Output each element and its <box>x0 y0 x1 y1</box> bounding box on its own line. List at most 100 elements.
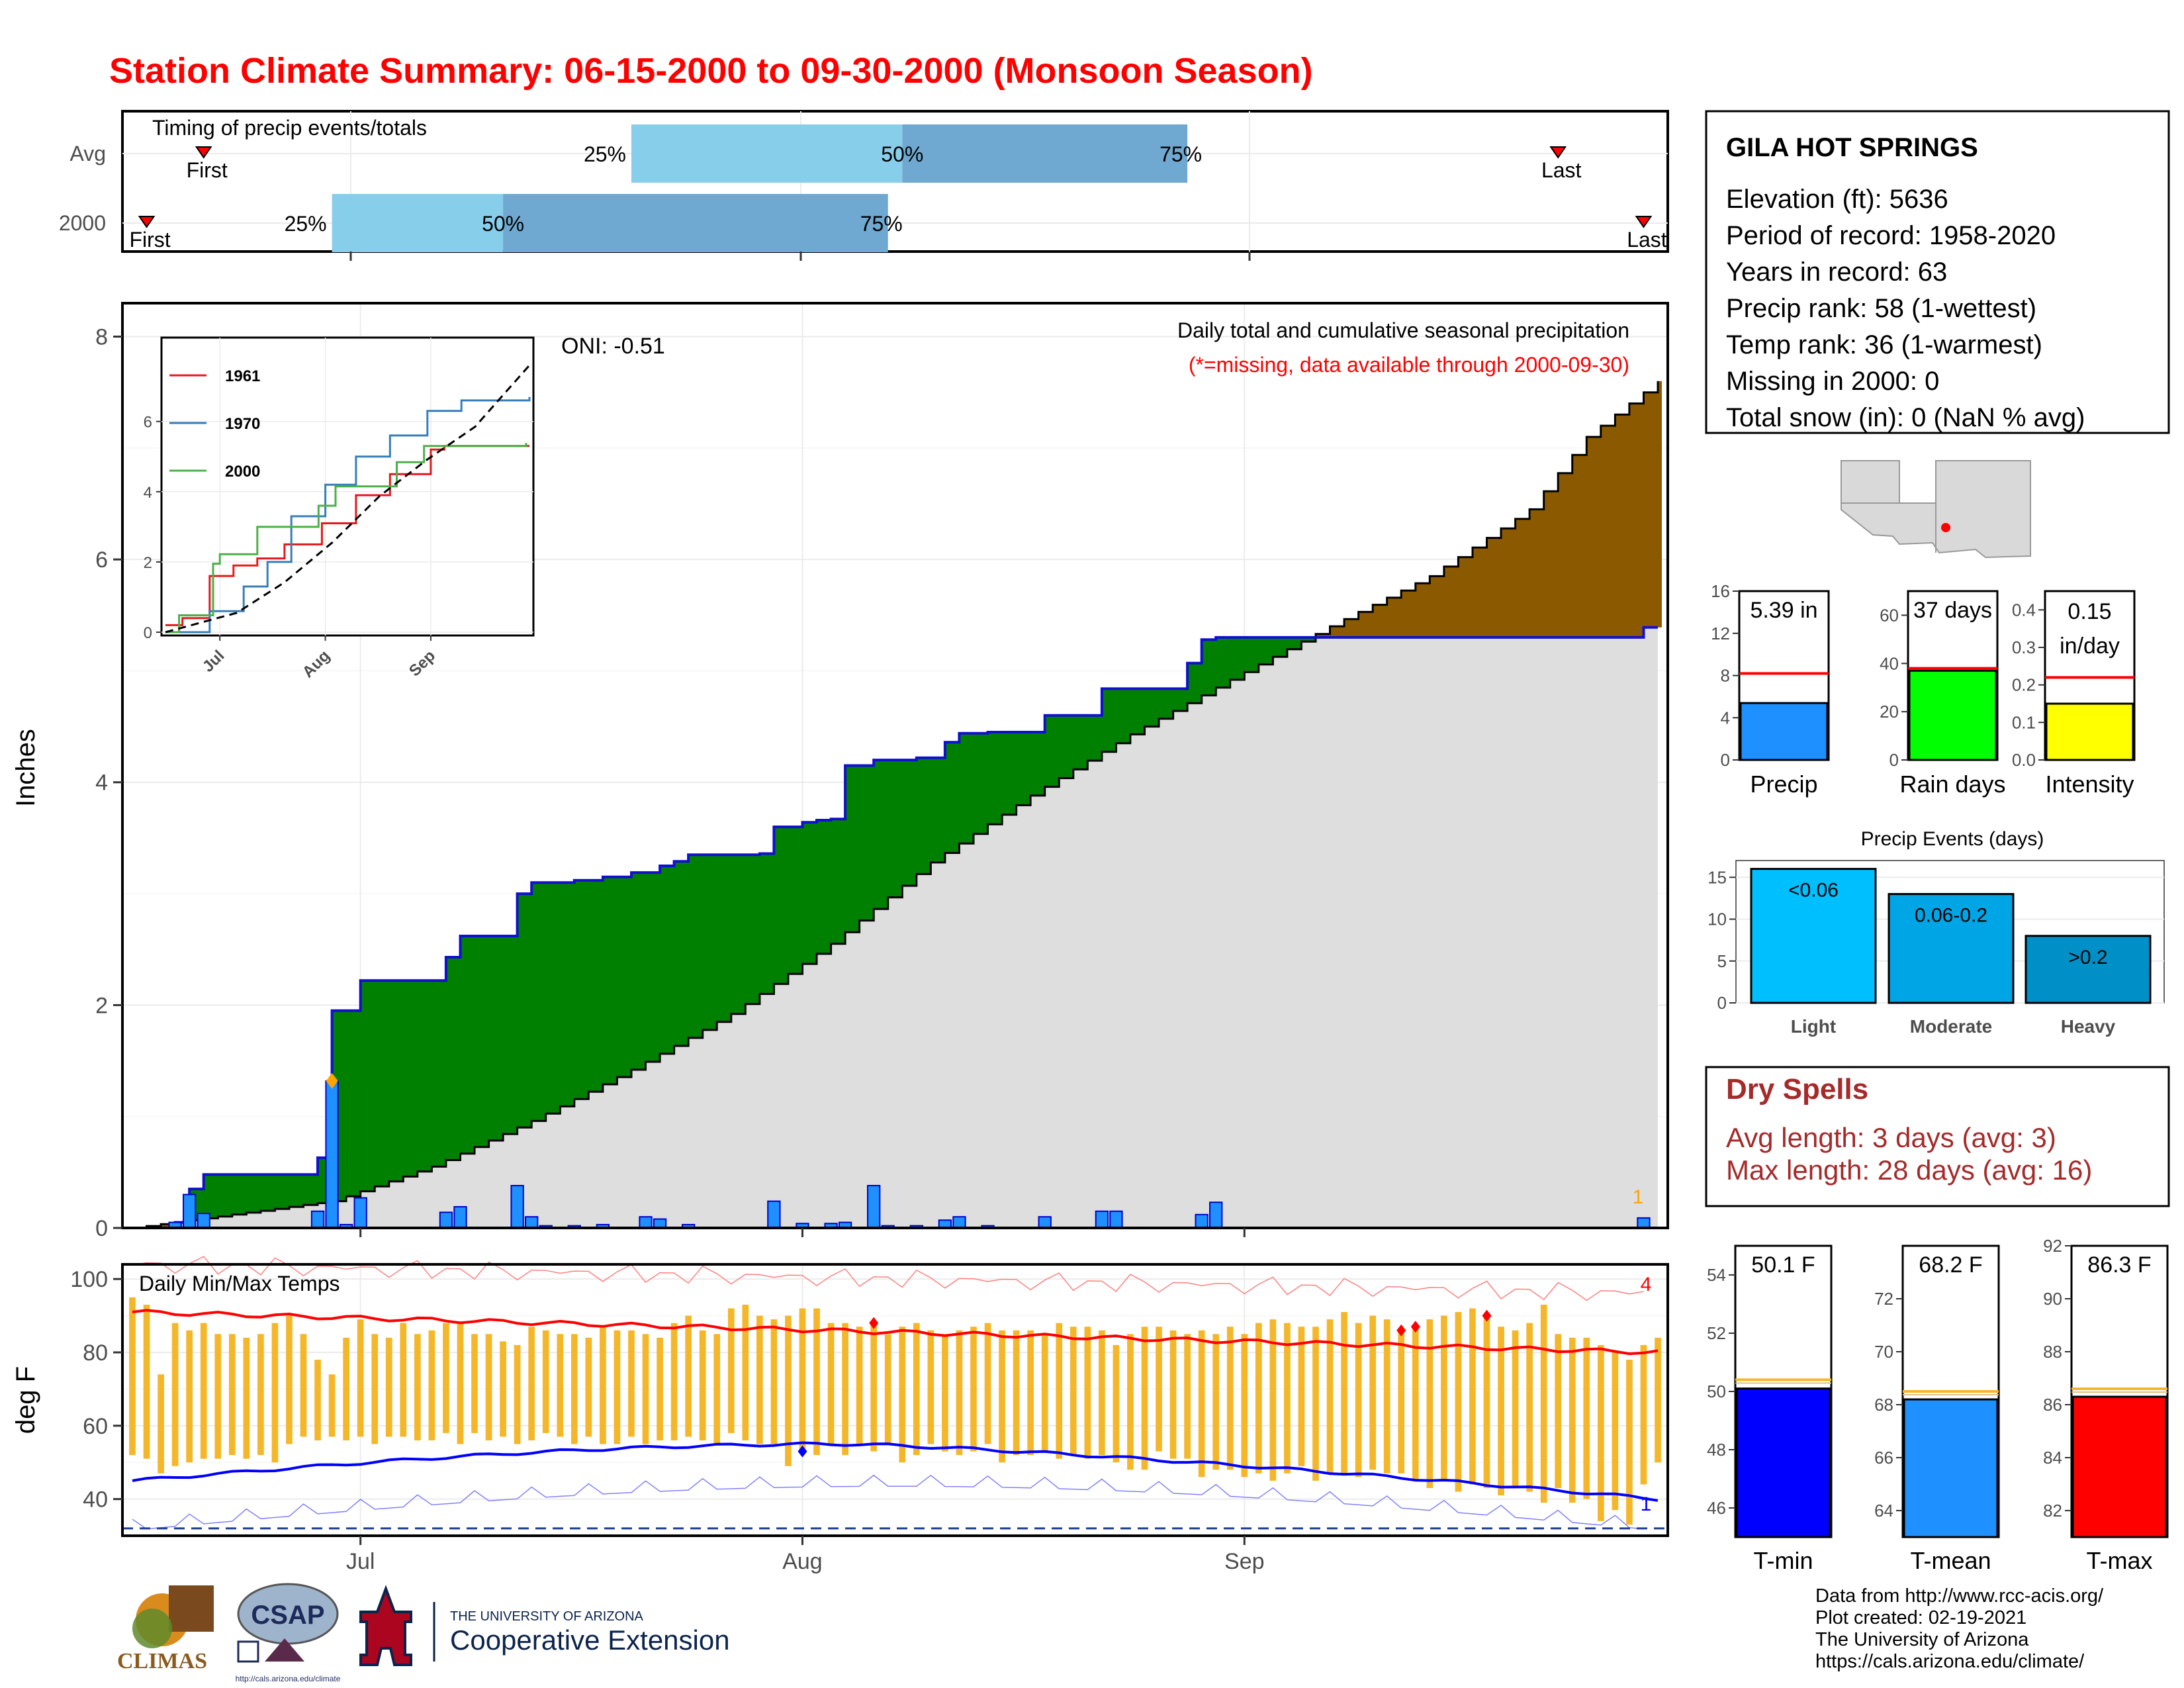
ua-name: THE UNIVERSITY OF ARIZONA <box>450 1609 644 1624</box>
station-info-line: Elevation (ft): 5636 <box>1726 185 1948 214</box>
record-low-marker <box>797 1445 807 1458</box>
month-tick-label: Sep <box>1224 1549 1265 1574</box>
daily-temp-bar <box>542 1330 549 1433</box>
record-high-marker <box>1396 1324 1406 1336</box>
summary-bar-tick-label: 92 <box>2043 1236 2062 1256</box>
daily-temp-bar <box>314 1360 321 1440</box>
dry-spells-title: Dry Spells <box>1726 1073 1868 1105</box>
inset-line-1961 <box>165 445 529 626</box>
summary-bar-tick-label: 4 <box>1721 708 1730 727</box>
station-location-dot <box>1941 523 1950 532</box>
daily-temp-bar <box>927 1330 934 1444</box>
daily-temp-bar <box>984 1323 991 1444</box>
daily-precip-bar <box>1038 1216 1052 1229</box>
credit-line: The University of Arizona <box>1815 1629 2029 1650</box>
summary-bar-tick-label: 8 <box>1721 666 1730 686</box>
daily-temp-bar <box>158 1374 164 1474</box>
observed-cumulative-line <box>132 626 1658 1229</box>
daily-temp-bar <box>956 1330 963 1456</box>
daily-temp-bar <box>1056 1323 1063 1459</box>
missing-caption: (*=missing, data available through 2000-… <box>1189 353 1629 377</box>
precip-y-tick-label: 8 <box>95 324 108 350</box>
summary-bar-label: Rain days <box>1899 771 2005 798</box>
daily-temp-bar <box>1226 1327 1234 1470</box>
daily-temp-bar <box>1483 1315 1490 1488</box>
credit-line: Plot created: 02-19-2021 <box>1815 1607 2026 1628</box>
summary-bar-tick-label: 84 <box>2043 1448 2062 1468</box>
inset-y-tick-label: 2 <box>144 554 152 572</box>
inset-line-1970 <box>165 397 531 633</box>
month-tick-label: Jul <box>346 1549 375 1574</box>
daily-precip-bar <box>310 1210 325 1229</box>
below-normal-area <box>132 627 1658 1228</box>
daily-precip-bar <box>653 1218 667 1229</box>
events-y-tick-label: 10 <box>1707 910 1727 929</box>
precip-panel: 0 2 4 6 8 Inches ONI: -0.51 Daily total and … <box>11 302 1669 1241</box>
summary-bar-rain-days: 0 20 40 60 37 days Rain days <box>1880 590 2006 798</box>
daily-temp-bar <box>129 1297 136 1456</box>
record-high-count: 4 <box>1641 1274 1652 1295</box>
daily-temp-bar <box>899 1327 906 1463</box>
daily-precip-bar <box>1109 1210 1123 1229</box>
daily-temp-bar <box>1241 1334 1248 1477</box>
events-y-tick-label: 0 <box>1717 993 1727 1013</box>
daily-temp-bar <box>685 1315 692 1437</box>
inset-line-average <box>165 364 531 633</box>
daily-temp-bar <box>357 1319 364 1437</box>
timing-first-label: First <box>129 228 170 252</box>
summary-bar-tick-label: 0 <box>1721 750 1730 770</box>
daily-temp-bar <box>1655 1337 1661 1463</box>
ua-a-mark <box>359 1585 412 1666</box>
timing-title: Timing of precip events/totals <box>152 116 427 140</box>
daily-precip-bar <box>183 1194 197 1229</box>
daily-temp-bar <box>1113 1344 1120 1463</box>
daily-temp-bar <box>670 1323 678 1440</box>
credits: Data from http://www.rcc-acis.org/ Plot … <box>1815 1585 2104 1672</box>
record-high-marker <box>1482 1309 1492 1322</box>
temp-y-tick-label: 40 <box>83 1487 108 1513</box>
events-category-label: Light <box>1791 1016 1836 1037</box>
summary-bar-tick-label: 88 <box>2043 1342 2062 1362</box>
summary-bar-tick-label: 60 <box>1880 605 1899 625</box>
timing-row-label-avg: Avg <box>69 142 106 165</box>
events-bar-label: <0.06 <box>1788 880 1839 902</box>
station-info-line: Total snow (in): 0 (NaN % avg) <box>1726 403 2085 432</box>
daily-temp-bar <box>243 1337 250 1459</box>
record-high-marker <box>869 1317 879 1329</box>
daily-temp-bar <box>1069 1327 1077 1456</box>
summary-bar-label: Intensity <box>2045 771 2134 798</box>
figure-title: Station Climate Summary: 06-15-2000 to 0… <box>109 51 1313 91</box>
summary-bar-tick-label: 20 <box>1880 702 1899 722</box>
summary-bar-tick-label: 52 <box>1707 1323 1726 1343</box>
precip-caption: Daily total and cumulative seasonal prec… <box>1177 318 1629 342</box>
record-high-line <box>132 1256 1644 1301</box>
precip-y-tick-label: 2 <box>95 993 108 1018</box>
summary-bar-fill <box>1735 1387 1831 1538</box>
events-y-tick-label: 5 <box>1717 951 1727 971</box>
events-y-tick-label: 15 <box>1707 867 1727 887</box>
timing-q50-q75-bar <box>503 194 888 252</box>
summary-bar-tick-label: 90 <box>2043 1289 2062 1309</box>
summary-bar-label: T-max <box>2086 1547 2152 1574</box>
daily-temp-bar <box>1555 1334 1562 1488</box>
daily-temp-bar <box>1369 1315 1377 1470</box>
precip-frame <box>121 302 1669 1229</box>
daily-temp-bar <box>1041 1334 1048 1452</box>
daily-temp-bar <box>770 1319 778 1444</box>
daily-precip-bar <box>325 1080 339 1229</box>
daily-temp-bar <box>870 1323 878 1452</box>
daily-temp-bar <box>913 1323 920 1456</box>
timing-q50-label: 50% <box>881 142 923 166</box>
dry-spells-max: Max length: 28 days (avg: 16) <box>1726 1154 2092 1186</box>
summary-bars: 0 4 8 12 16 5.39 in Precip 0 20 40 60 37 days Rain d… <box>1711 581 2136 798</box>
station-info: GILA HOT SPRINGS Elevation (ft): 5636 Per… <box>1705 110 2170 434</box>
daily-temp-bar <box>428 1330 435 1440</box>
daily-precip-bar <box>952 1216 966 1229</box>
events-bar <box>2025 935 2152 1004</box>
daily-precip-bar <box>639 1216 653 1229</box>
daily-precip-bar <box>439 1211 453 1229</box>
timing-first-marker <box>138 216 156 228</box>
inset-y-tick-label: 0 <box>144 624 152 642</box>
